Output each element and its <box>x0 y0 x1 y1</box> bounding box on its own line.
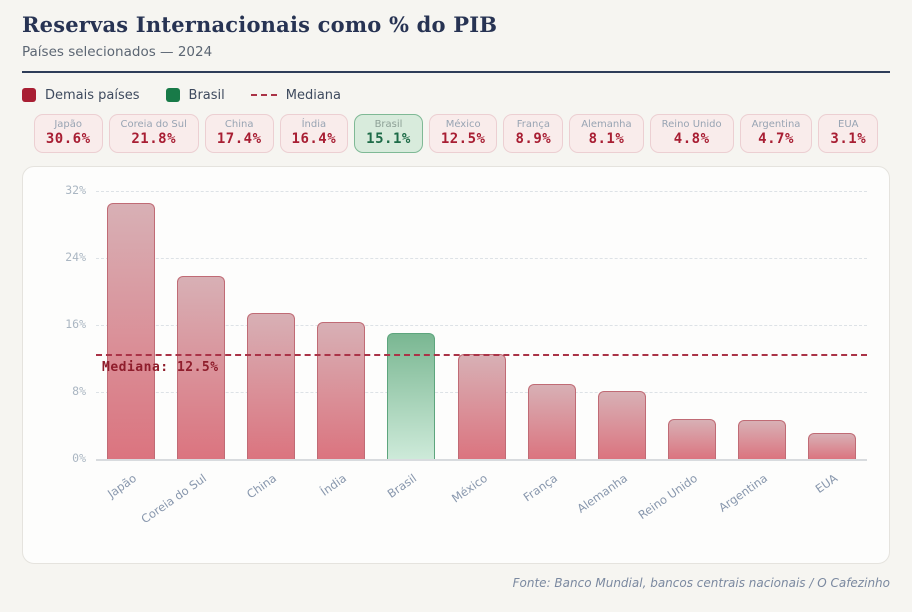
card-value-label: 3.1% <box>830 131 867 147</box>
card-value-label: 17.4% <box>216 131 262 147</box>
bar-japao <box>107 202 156 459</box>
y-tick-16: 16% <box>65 317 86 331</box>
card-value-label: 4.7% <box>758 131 794 147</box>
legend-label: Brasil <box>188 87 225 103</box>
x-tick-mexico: México <box>448 471 490 506</box>
median-label: Mediana: 12.5% <box>102 360 219 376</box>
bar-reino-unido <box>667 418 716 459</box>
header: Reservas Internacionais como % do PIB Pa… <box>22 12 890 73</box>
y-tick-32: 32% <box>65 183 86 197</box>
bar-india <box>317 321 366 459</box>
x-tick-india: Índia <box>318 471 350 499</box>
bar-alemanha <box>597 391 646 459</box>
source-note: Fonte: Banco Mundial, bancos centrais na… <box>512 576 890 590</box>
country-card-brasil: Brasil 15.1% <box>354 114 423 153</box>
chart-legend: Demais países Brasil Mediana <box>22 87 890 103</box>
card-country-label: Índia <box>301 119 327 130</box>
legend-swatch-icon <box>165 88 180 102</box>
bar-coreia-do-sul <box>177 276 226 459</box>
x-tick-eua: EUA <box>812 471 840 496</box>
x-tick-reino-unido: Reino Unido <box>635 471 700 523</box>
legend-label: Demais países <box>45 87 140 103</box>
card-country-label: China <box>224 119 254 130</box>
card-country-label: Brasil <box>374 119 403 130</box>
x-tick-coreia-do-sul: Coreia do Sul <box>138 471 210 527</box>
x-tick-argentina: Argentina <box>715 471 770 515</box>
country-card-argentina: Argentina 4.7% <box>739 114 813 153</box>
card-country-label: México <box>445 119 481 130</box>
country-card-china: China 17.4% <box>204 114 274 153</box>
card-country-label: Reino Unido <box>661 119 722 130</box>
gridline-16 <box>96 325 867 326</box>
legend-item-brasil: Brasil <box>165 87 225 103</box>
card-value-label: 12.5% <box>440 131 486 147</box>
y-tick-0: 0% <box>72 451 86 465</box>
card-country-label: Coreia do Sul <box>120 119 187 130</box>
bar-franca <box>527 384 576 459</box>
country-card-japao: Japão 30.6% <box>33 114 103 153</box>
country-card-coreia-do-sul: Coreia do Sul 21.8% <box>108 114 199 153</box>
legend-item-mediana: Mediana <box>250 87 342 103</box>
x-tick-franca: França <box>520 471 560 505</box>
bar-china <box>247 313 296 459</box>
page-subtitle: Países selecionados — 2024 <box>22 44 213 60</box>
country-card-reino-unido: Reino Unido 4.8% <box>649 114 734 153</box>
x-tick-alemanha: Alemanha <box>574 471 630 516</box>
card-value-label: 15.1% <box>366 131 411 147</box>
median-dash-icon <box>250 94 277 96</box>
y-tick-8: 8% <box>72 384 86 398</box>
card-country-label: França <box>516 119 550 130</box>
bar-eua <box>807 433 856 459</box>
card-value-label: 4.8% <box>673 131 710 147</box>
card-country-label: Japão <box>54 119 83 130</box>
country-card-franca: França 8.9% <box>503 114 564 153</box>
gridline-24 <box>96 258 867 259</box>
bar-argentina <box>737 419 786 459</box>
x-tick-japao: Japão <box>104 471 140 501</box>
y-tick-24: 24% <box>65 250 86 264</box>
legend-swatch-icon <box>22 88 36 102</box>
country-card-eua: EUA 3.1% <box>818 114 879 153</box>
x-tick-china: China <box>244 471 280 502</box>
card-value-label: 8.1% <box>588 131 625 147</box>
bar-mexico <box>457 354 506 459</box>
chart-panel: 0% 8% 16% 24% 32% Japão Coreia do Sul China Índi… <box>22 166 890 564</box>
card-value-label: 30.6% <box>45 131 91 147</box>
x-tick-brasil: Brasil <box>385 471 420 501</box>
card-value-label: 21.8% <box>131 131 177 147</box>
country-cards-row: Japão 30.6% Coreia do Sul 21.8% China 17.4% Ín… <box>22 114 890 153</box>
card-country-label: EUA <box>838 119 859 130</box>
country-card-alemanha: Alemanha 8.1% <box>569 114 644 153</box>
card-value-label: 8.9% <box>515 131 552 147</box>
legend-item-demais-paises: Demais países <box>22 88 140 103</box>
bar-brasil <box>387 332 436 459</box>
median-line <box>96 354 867 357</box>
country-card-mexico: México 12.5% <box>428 114 498 153</box>
x-axis-line <box>96 459 867 461</box>
legend-label: Mediana <box>285 87 342 103</box>
page-title: Reservas Internacionais como % do PIB <box>22 12 498 37</box>
gridline-32 <box>96 191 867 192</box>
card-country-label: Alemanha <box>581 119 632 130</box>
card-country-label: Argentina <box>751 119 801 130</box>
header-divider <box>22 71 890 73</box>
card-value-label: 16.4% <box>291 131 337 147</box>
country-card-india: Índia 16.4% <box>279 114 349 153</box>
